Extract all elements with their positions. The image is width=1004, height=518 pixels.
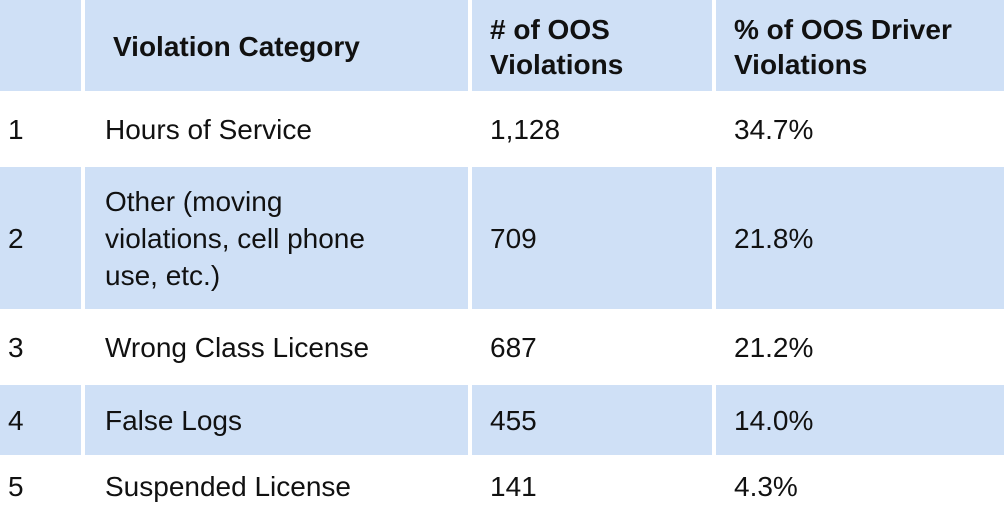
category-cell-line2: violations, cell phone [105,222,365,254]
category-cell: Suspended License [85,455,472,518]
percent-cell: 14.0% [716,385,1004,455]
percent-cell: 21.2% [716,309,1004,385]
table-row: 5 Suspended License 141 4.3% [0,455,1004,518]
header-oos-driver-percent-line2: Violations [734,48,868,80]
rank-cell: 3 [0,309,85,385]
percent-cell: 4.3% [716,455,1004,518]
violations-cell: 141 [472,455,716,518]
percent-cell: 34.7% [716,91,1004,167]
table-row: 4 False Logs 455 14.0% [0,385,1004,455]
rank-cell: 1 [0,91,85,167]
header-oos-violations: # of OOS Violations [472,0,716,91]
table-row: 3 Wrong Class License 687 21.2% [0,309,1004,385]
violations-cell: 455 [472,385,716,455]
rank-cell: 4 [0,385,85,455]
rank-cell: 2 [0,167,85,309]
header-oos-violations-line2: Violations [490,48,624,80]
percent-cell: 21.8% [716,167,1004,309]
category-cell: Other (moving violations, cell phone use… [85,167,472,309]
category-cell-line1: Other (moving [105,185,283,217]
category-cell-line3: use, etc.) [105,259,221,291]
violations-cell: 709 [472,167,716,309]
table-row: 1 Hours of Service 1,128 34.7% [0,91,1004,167]
header-rank [0,0,85,91]
header-oos-driver-percent-line1: % of OOS Driver [734,13,952,45]
violations-cell: 687 [472,309,716,385]
category-cell: False Logs [85,385,472,455]
category-cell: Hours of Service [85,91,472,167]
table-header-row: Violation Category # of OOS Violations %… [0,0,1004,91]
violations-cell: 1,128 [472,91,716,167]
rank-cell: 5 [0,455,85,518]
category-cell: Wrong Class License [85,309,472,385]
header-violation-category: Violation Category [85,0,472,91]
header-oos-violations-line1: # of OOS [490,13,610,45]
table-row: 2 Other (moving violations, cell phone u… [0,167,1004,309]
header-oos-driver-percent: % of OOS Driver Violations [716,0,1004,91]
